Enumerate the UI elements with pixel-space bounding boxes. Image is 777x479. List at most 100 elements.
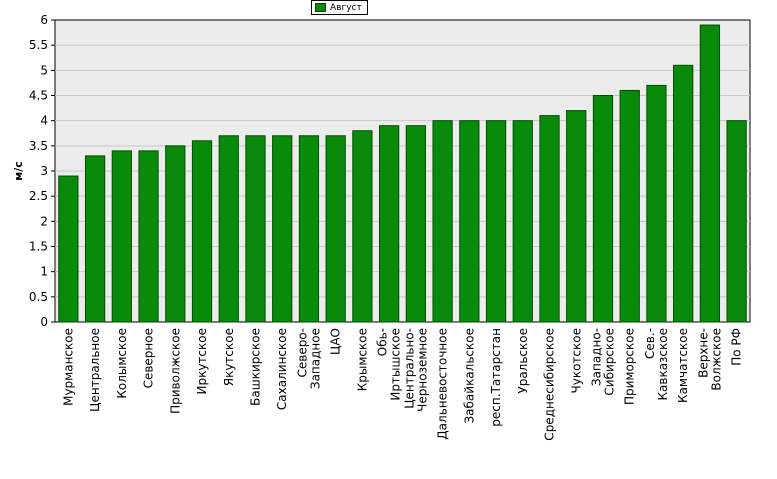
bar [539,115,560,323]
y-axis: 0 0.5 1 1.5 2 2.5 3 3.5 4 4.5 5 5.5 6 [29,13,55,329]
x-tick-label: Колымское [115,328,129,399]
x-tick-label-line: Сибирское [602,328,616,396]
y-tick-label: 6 [40,13,48,27]
x-tick-label-line: Иртышское [389,328,403,401]
x-tick-label-line: Забайкальское [462,328,476,424]
y-tick-label: 0.5 [29,290,48,304]
x-tick-label-line: Крымское [355,328,369,391]
x-tick-label: Дальневосточное [436,328,450,440]
bar [566,110,587,323]
plot-area [54,19,751,323]
bar [726,120,747,323]
bar [325,135,346,323]
x-tick-label-line: Камчатское [676,328,690,403]
legend: Август [311,0,368,15]
y-tick-label: 4.5 [29,89,48,103]
y-tick-label: 1 [40,265,48,279]
x-tick-label-line: Северо- [295,328,309,378]
y-tick-label: 3 [40,164,48,178]
bar [165,145,186,323]
x-tick-label: Западно- Сибирское [589,328,616,396]
bar [84,155,106,323]
x-tick-label: Крымское [355,328,369,391]
bar [459,120,480,323]
bar [485,120,507,323]
y-tick-label: 5.5 [29,38,48,52]
y-axis-label: м/с [12,161,25,181]
x-tick-label-line: Уральское [516,328,530,394]
x-tick-label-line: Верхне- [696,328,710,378]
x-tick-label: Приморское [623,328,637,405]
x-tick-label-line: ЦАО [329,328,343,355]
y-tick-label: 4 [40,114,48,128]
x-tick-label-line: Сев.- [643,328,657,359]
x-tick-label-line: Мурманское [61,328,75,406]
x-tick-label-line: респ.Татарстан [489,328,503,427]
x-tick-label: Башкирское [248,328,262,406]
bar [352,130,373,323]
y-tick-label: 5 [40,63,48,77]
bar [592,95,614,323]
x-tick-label: Камчатское [676,328,690,403]
legend-swatch [315,3,326,12]
bar [619,89,640,323]
x-tick-label: Сев.- Кавказское [643,328,670,401]
bar [218,135,239,323]
y-tick-label: 1.5 [29,240,48,254]
x-axis: Мурманское Центральное Колымское Северное Пр… [61,328,743,441]
bar [512,120,533,323]
x-tick-label-line: Колымское [115,328,129,399]
x-tick-label-line: Башкирское [248,328,262,406]
x-tick-label: ЦАО [329,328,343,355]
y-tick-label: 0 [40,315,48,329]
x-tick-label-line: Западно- [589,328,603,386]
bar [245,135,266,323]
x-tick-label-line: Среднесибирское [543,328,557,441]
bar [138,150,159,323]
x-tick-label-line: Иркутское [195,328,209,395]
x-tick-label: Мурманское [61,328,75,406]
x-tick-label-line: Волжское [709,328,723,391]
x-tick-label-line: Чукотское [569,328,583,393]
x-tick-label: Северо- Западное [295,328,322,389]
x-tick-label-line: Северное [142,328,156,388]
x-tick-label: По РФ [730,328,744,366]
bar [58,175,79,323]
bars [58,24,747,323]
x-tick-label-line: Сахалинское [275,328,289,410]
x-tick-label: Чукотское [569,328,583,393]
bar [272,135,293,323]
bar [111,150,132,323]
x-tick-label: Среднесибирское [543,328,557,441]
x-tick-label: Северное [142,328,156,388]
x-tick-label-line: Центрально- [402,328,416,409]
bar [646,84,667,323]
bar [673,64,694,323]
x-tick-label: Приволжское [168,328,182,414]
x-tick-label-line: Западное [308,328,322,389]
x-tick-label: Центрально- Черноземное [402,328,429,412]
x-tick-label: Верхне- Волжское [696,328,723,391]
x-tick-label: Центральное [88,328,102,412]
legend-label: Август [330,2,362,13]
x-tick-label: Обь- Иртышское [376,328,403,401]
x-tick-label-line: Дальневосточное [436,328,450,440]
y-tick-label: 2 [40,214,48,228]
bar [699,24,721,323]
x-tick-label-line: Кавказское [656,328,670,401]
y-tick-label: 2.5 [29,189,48,203]
x-tick-label-line: По РФ [730,328,744,366]
x-tick-label-line: Приморское [623,328,637,405]
bar [432,120,453,323]
x-tick-label-line: Черноземное [415,328,429,412]
y-tick-label: 3.5 [29,139,48,153]
x-tick-label: Сахалинское [275,328,289,410]
x-tick-label-line: Якутское [222,328,236,386]
bar [379,125,400,323]
bar [298,135,320,323]
x-tick-label: Якутское [222,328,236,386]
x-tick-label: респ.Татарстан [489,328,503,427]
x-tick-label: Иркутское [195,328,209,395]
x-tick-label: Уральское [516,328,530,394]
